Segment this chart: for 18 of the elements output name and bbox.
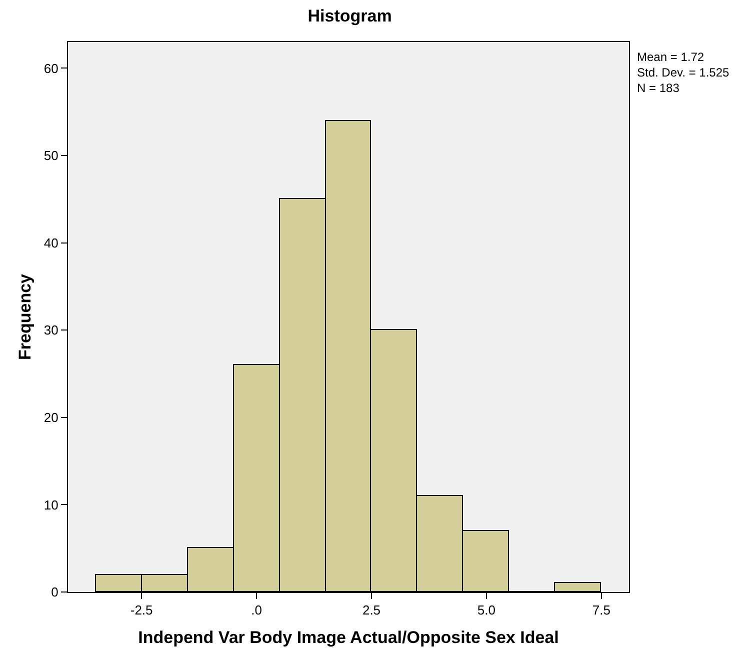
x-axis-title: Independ Var Body Image Actual/Opposite Sex Ideal — [138, 628, 559, 647]
y-tick-label: 40 — [44, 235, 58, 250]
text: N = 183 — [637, 81, 680, 96]
x-tick-label: .0 — [251, 602, 262, 618]
x-tick-label: 2.5 — [362, 602, 381, 618]
y-tick-label: 60 — [44, 60, 58, 76]
y-tick-label: 30 — [44, 322, 58, 338]
y-tick-label: 10 — [44, 497, 58, 512]
y-axis-title: Frequency — [15, 273, 34, 360]
text: Std. Dev. = 1.525 — [637, 66, 730, 80]
text: Mean = 1.72 — [637, 50, 704, 64]
x-tick-label: -2.5 — [130, 602, 153, 618]
x-tick-label: 7.5 — [592, 602, 610, 618]
chart-title: Histogram — [308, 6, 392, 26]
y-tick-label: 20 — [44, 410, 58, 425]
y-tick-label: 50 — [44, 148, 58, 164]
x-tick-label: 5.0 — [477, 602, 496, 618]
y-tick-label: 0 — [51, 584, 58, 600]
